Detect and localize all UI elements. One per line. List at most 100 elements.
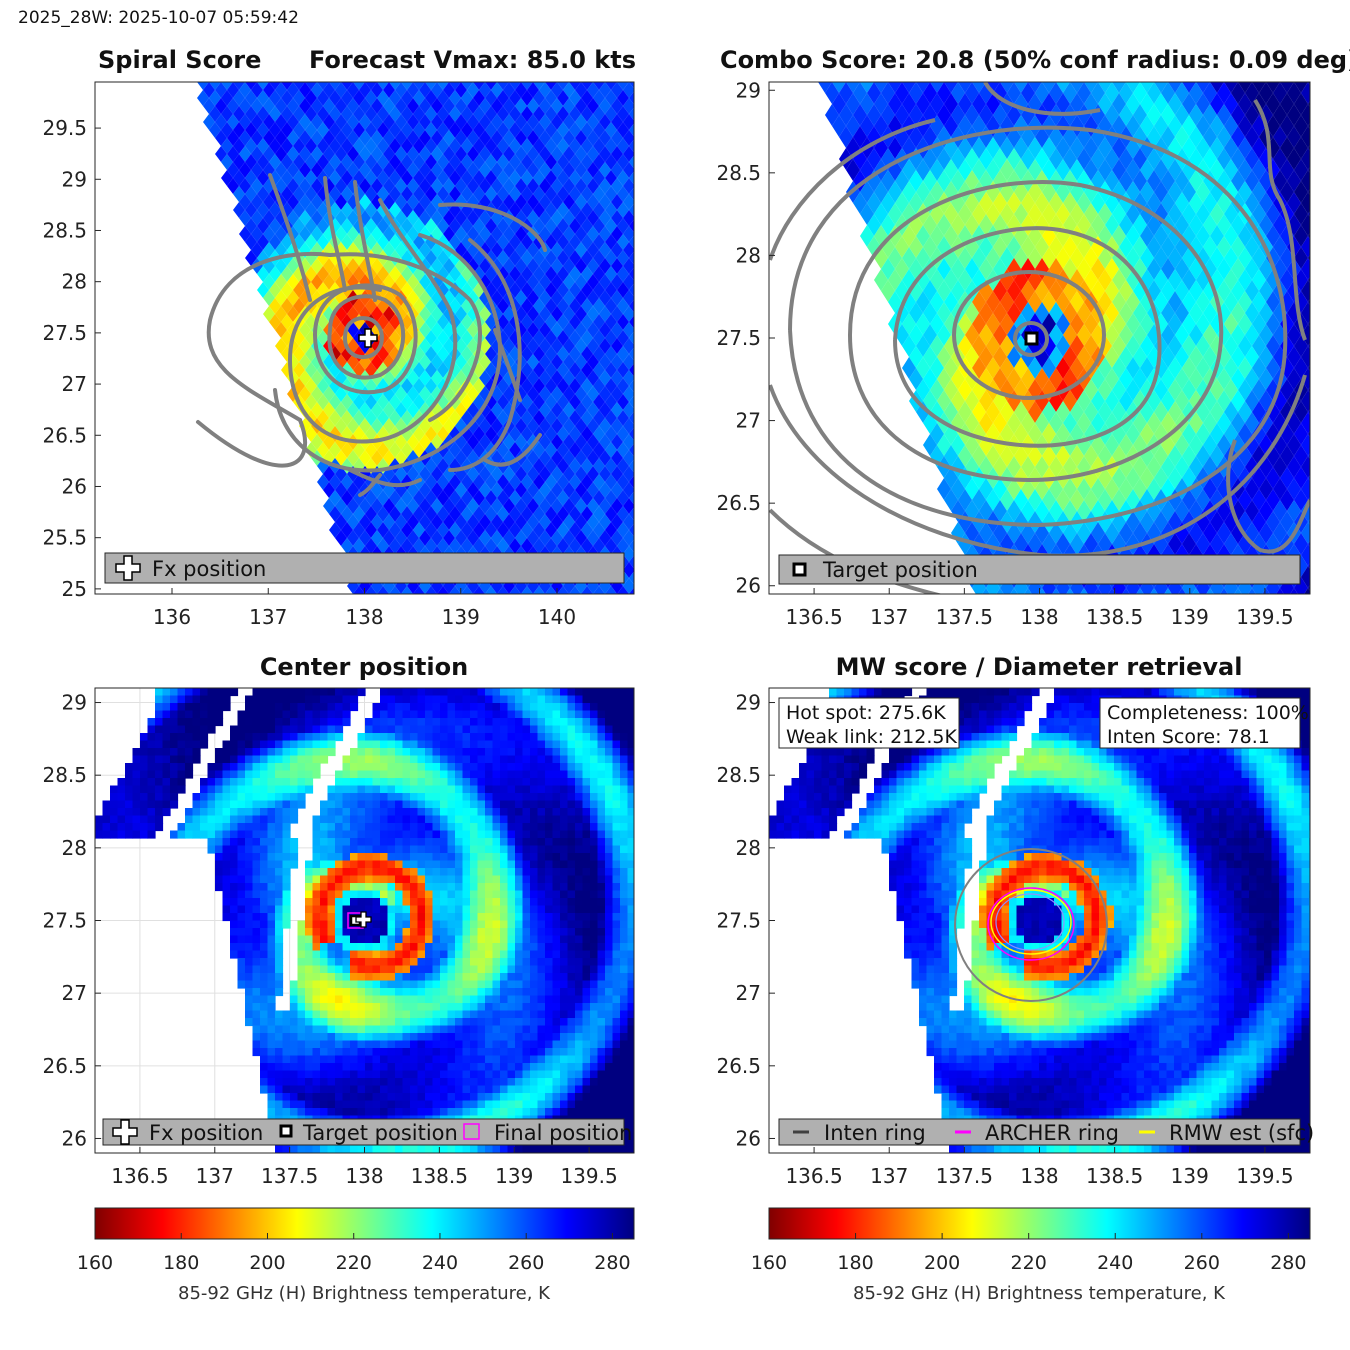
x-tick-label: 138.5 [1086, 605, 1143, 629]
y-tick-label: 28.5 [716, 763, 761, 787]
spiral-legend-fx: Fx position [152, 557, 266, 581]
panel-center: Center position 136.5 137 137.5 138 138.5 139… [42, 653, 635, 1188]
x-tick-label: 137.5 [936, 605, 993, 629]
colorbar-left-label: 85-92 GHz (H) Brightness temperature, K [178, 1283, 551, 1304]
colorbar-tick-label: 200 [924, 1252, 960, 1274]
colorbar-tick-label: 220 [1011, 1252, 1047, 1274]
colorbar-tick-label: 180 [837, 1252, 873, 1274]
y-tick-label: 26 [736, 574, 761, 598]
y-tick-label: 25 [62, 577, 87, 601]
x-tick-label: 139 [1171, 605, 1209, 629]
panel-combo: Combo Score: 20.8 (50% conf radius: 0.09… [716, 46, 1350, 629]
target-position-icon [279, 1124, 293, 1138]
panel-mw: MW score / Diameter retrieval 136.5 137 13… [716, 653, 1314, 1188]
target-position-icon [792, 562, 807, 577]
x-tick-label: 136.5 [111, 1164, 168, 1188]
x-tick-label: 137.5 [936, 1164, 993, 1188]
colorbar-tick-label: 220 [336, 1252, 372, 1274]
y-tick-label: 28 [736, 836, 761, 860]
mw-hot-spot: Hot spot: 275.6K [786, 702, 946, 724]
colorbar-tick-label: 160 [77, 1252, 113, 1274]
x-tick-label: 139 [495, 1164, 533, 1188]
y-tick-label: 26 [736, 1126, 761, 1150]
y-tick-label: 27 [736, 409, 761, 433]
combo-legend-target: Target position [822, 558, 978, 582]
center-legend-fx: Fx position [149, 1121, 263, 1145]
colorbar-tick-label: 160 [751, 1252, 787, 1274]
center-heatmap [95, 688, 634, 1153]
x-tick-label: 138 [345, 1164, 383, 1188]
mw-axis-ticks: 136.5 137 137.5 138 138.5 139 139.5 26 26.5 27 27.… [716, 691, 1293, 1188]
center-legend-final: Final position [494, 1121, 632, 1145]
x-tick-label: 139.5 [1236, 1164, 1293, 1188]
y-tick-label: 28.5 [42, 763, 87, 787]
y-tick-label: 26 [62, 1126, 87, 1150]
y-tick-label: 29 [736, 691, 761, 715]
x-tick-label: 136.5 [785, 605, 842, 629]
center-title: Center position [260, 653, 468, 681]
colorbar-right-label: 85-92 GHz (H) Brightness temperature, K [853, 1283, 1226, 1304]
mw-legend-archer: ARCHER ring [985, 1121, 1119, 1145]
x-tick-label: 138 [1020, 1164, 1058, 1188]
spiral-title-right: Forecast Vmax: 85.0 kts [309, 46, 636, 74]
mw-legend-rmw: RMW est (sfc) [1169, 1121, 1314, 1145]
y-tick-label: 28 [62, 836, 87, 860]
mw-weak-link: Weak link: 212.5K [786, 726, 957, 748]
y-tick-label: 26.5 [716, 491, 761, 515]
y-tick-label: 27.5 [42, 909, 87, 933]
combo-target-marker [1024, 331, 1039, 346]
colorbar-left: 160 180 200 220 240 260 280 85-92 GHz (H) Brig… [77, 1207, 635, 1304]
x-tick-label: 139.5 [1236, 605, 1293, 629]
x-tick-label: 137.5 [261, 1164, 318, 1188]
colorbar-left-ticks: 160 180 200 220 240 260 280 [77, 1233, 631, 1274]
x-tick-label: 137 [870, 605, 908, 629]
y-tick-label: 28 [736, 243, 761, 267]
combo-axis-ticks: 136.5 137 137.5 138 138.5 139 139.5 26 26.5 27 27.… [716, 78, 1293, 629]
colorbar-tick-label: 260 [508, 1252, 544, 1274]
y-tick-label: 27.5 [716, 326, 761, 350]
rmw-ring [990, 889, 1072, 955]
x-tick-label: 140 [538, 605, 576, 629]
y-tick-label: 27.5 [716, 909, 761, 933]
spiral-legend: Fx position [104, 552, 625, 584]
y-tick-label: 26.5 [42, 423, 87, 447]
y-tick-label: 29 [62, 691, 87, 715]
y-tick-label: 28.5 [716, 161, 761, 185]
fx-position-icon [112, 1119, 138, 1145]
archer-ring [987, 887, 1075, 961]
y-tick-label: 27.5 [42, 321, 87, 345]
x-tick-label: 137 [196, 1164, 234, 1188]
y-tick-label: 27 [62, 372, 87, 396]
x-tick-label: 136.5 [785, 1164, 842, 1188]
mw-legend: Inten ring ARCHER ring RMW est (sfc) [778, 1118, 1314, 1146]
colorbar-tick-label: 260 [1184, 1252, 1220, 1274]
center-legend: Fx position Target position Final positi… [102, 1118, 632, 1146]
spiral-title-left: Spiral Score [98, 46, 261, 74]
x-tick-label: 138.5 [1086, 1164, 1143, 1188]
y-tick-label: 29 [736, 78, 761, 102]
colorbar-tick-label: 280 [1270, 1252, 1306, 1274]
center-markers [347, 911, 372, 929]
fx-position-marker [355, 911, 372, 928]
y-tick-label: 26 [62, 474, 87, 498]
y-tick-label: 28.5 [42, 218, 87, 242]
mw-info-left: Hot spot: 275.6K Weak link: 212.5K [778, 697, 960, 749]
mw-inten-score: Inten Score: 78.1 [1107, 726, 1270, 748]
colorbar-tick-label: 240 [422, 1252, 458, 1274]
x-tick-label: 139 [442, 605, 480, 629]
mw-legend-inten: Inten ring [824, 1121, 926, 1145]
x-tick-label: 138 [345, 605, 383, 629]
mw-title: MW score / Diameter retrieval [836, 653, 1243, 681]
spiral-fx-marker [358, 328, 378, 348]
y-tick-label: 29 [62, 167, 87, 191]
y-tick-label: 29.5 [42, 116, 87, 140]
colorbar-right: 160 180 200 220 240 260 280 85-92 GHz (H) Brig… [751, 1207, 1311, 1304]
center-legend-target: Target position [302, 1121, 458, 1145]
figure-header: 2025_28W: 2025-10-07 05:59:42 [18, 8, 299, 28]
final-position-icon [463, 1123, 480, 1140]
y-tick-label: 26.5 [42, 1054, 87, 1078]
x-tick-label: 138 [1020, 605, 1058, 629]
y-tick-label: 27 [736, 981, 761, 1005]
